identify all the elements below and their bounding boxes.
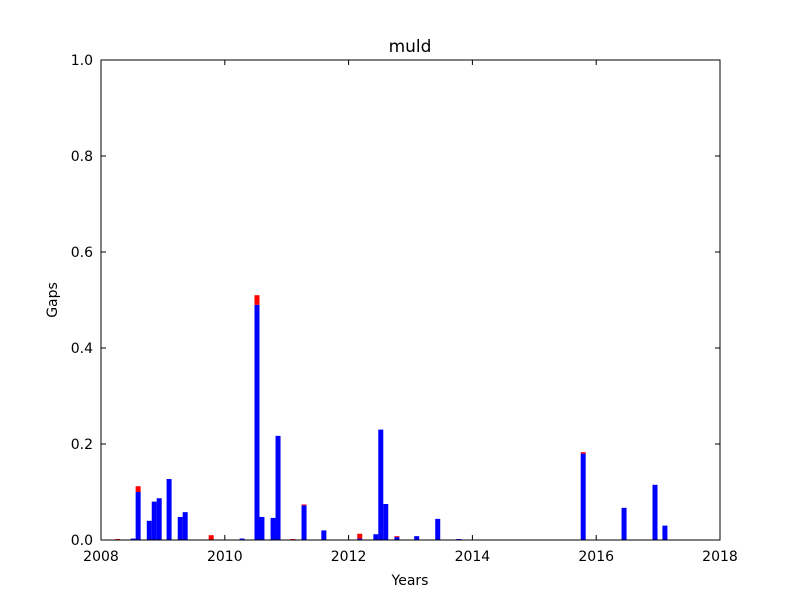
bar-segment [394,536,400,538]
bar-segment [373,534,379,540]
chart-title: muld [389,37,432,57]
bar-segment [662,525,668,540]
bar-segment [135,492,141,540]
y-axis-label: Gaps [45,282,61,318]
bar-segment [580,452,586,454]
bar-segment [414,536,420,540]
bar-segment [435,518,441,540]
bar-segment [182,512,188,540]
y-tick-label: 0.8 [71,149,93,165]
bar-segment [621,507,627,540]
y-tick-label: 0.6 [71,245,93,261]
bar-segment [394,537,400,540]
bar-segment [652,484,658,540]
y-tick-label: 0.2 [71,437,93,453]
y-tick-label: 0.0 [71,533,93,549]
x-axis-label: Years [391,573,429,589]
y-tick-label: 1.0 [71,53,93,69]
bar-segment [275,435,281,540]
y-tick-label: 0.4 [71,341,93,357]
bar-segment [177,516,183,540]
x-tick-label: 2012 [331,549,367,565]
bar-segment [254,304,260,540]
bar-segment [254,295,260,305]
bar-segment [383,504,389,540]
bar-segment [301,505,307,540]
bar-segment [208,535,214,540]
x-tick-label: 2008 [83,549,119,565]
bar-segment [146,520,152,540]
x-tick-label: 2018 [702,549,738,565]
bar-segment [151,501,157,540]
x-tick-label: 2016 [578,549,614,565]
bar-segment [378,429,384,540]
bar-segment [135,486,141,492]
bar-segment [259,516,265,540]
bar-segment [357,538,363,540]
bar-segment [301,504,307,506]
x-tick-label: 2010 [207,549,243,565]
bar-segment [130,538,136,540]
bar-segment [270,517,276,540]
bar-segment [156,498,162,540]
bar-segment [239,538,245,540]
bar-segment [357,533,363,539]
plot-frame [100,59,721,541]
bar-segment [321,530,327,540]
x-tick-label: 2014 [455,549,491,565]
bar-segment [166,479,172,540]
bar-segment [580,453,586,540]
